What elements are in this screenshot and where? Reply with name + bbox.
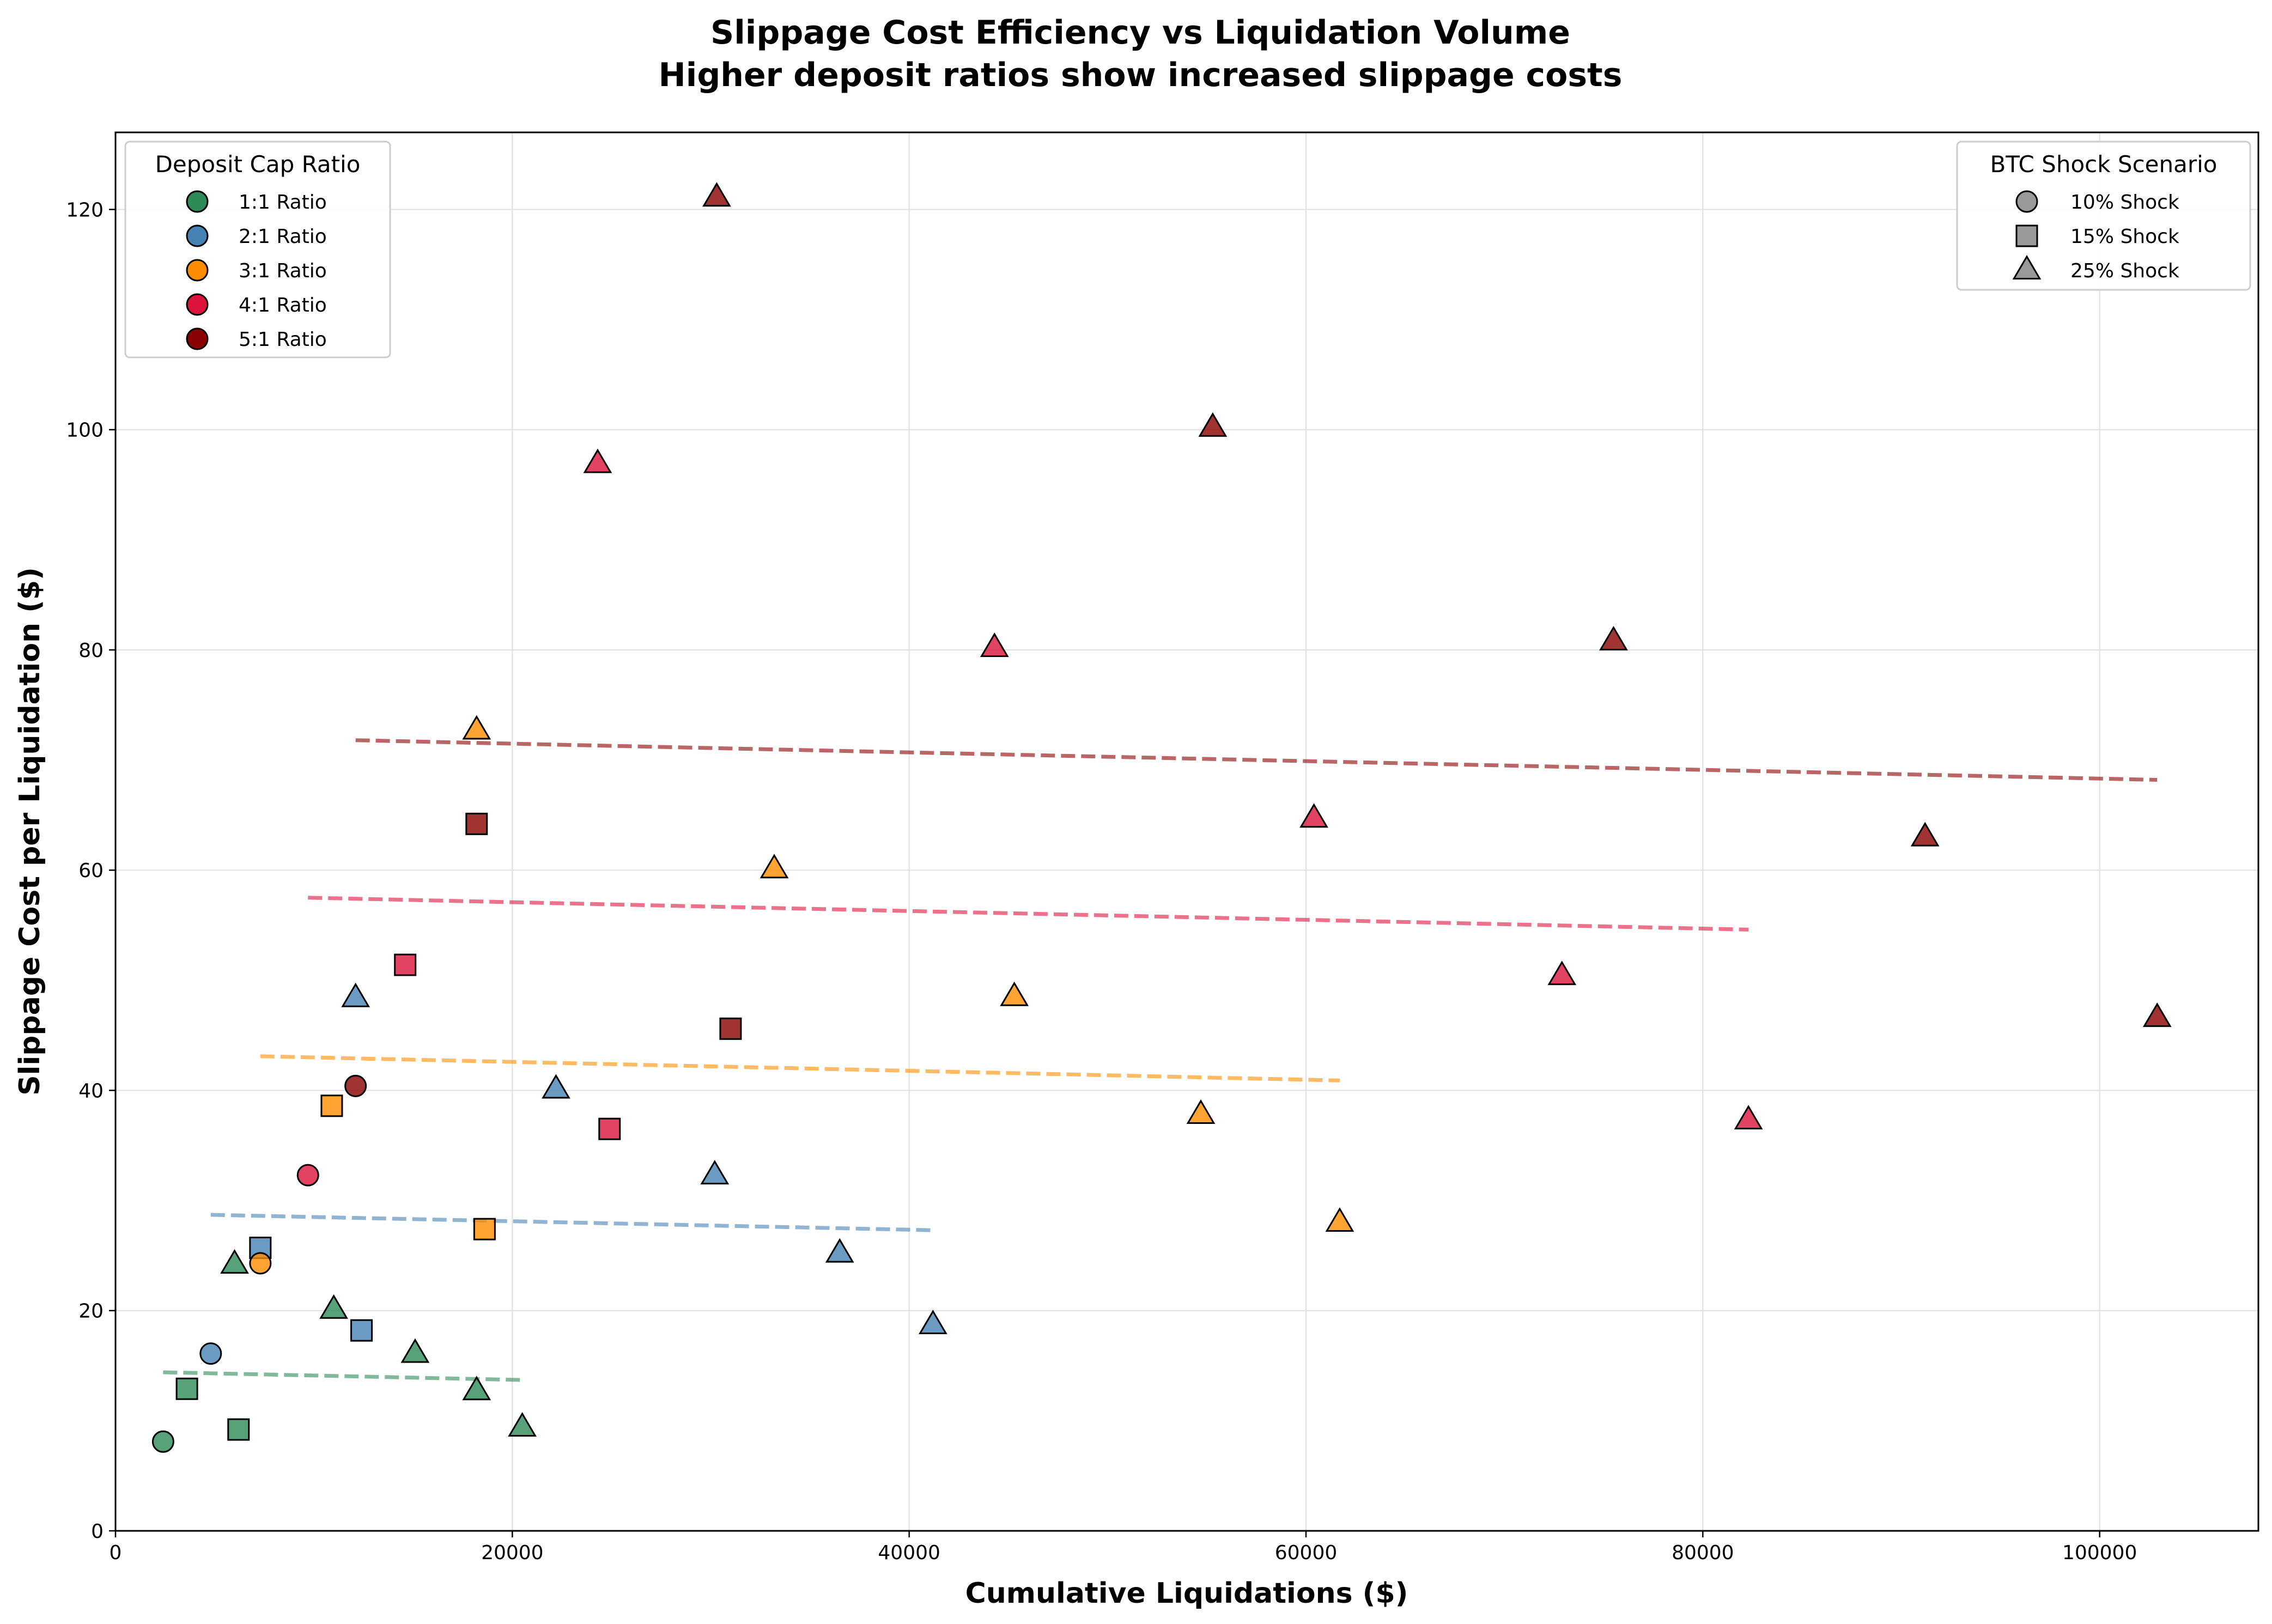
data-point [227, 1418, 250, 1441]
data-point [1198, 412, 1228, 437]
data-point [320, 1094, 343, 1117]
data-point [350, 1319, 373, 1342]
data-point [1734, 1105, 1763, 1130]
data-point [296, 1164, 319, 1187]
y-tick-label: 40 [78, 1080, 104, 1102]
data-point [1325, 1207, 1354, 1232]
x-tick-label: 100000 [2062, 1542, 2137, 1564]
trend-lines [163, 738, 2158, 1382]
data-point [583, 448, 612, 473]
data-point [700, 1160, 730, 1185]
trend-line [308, 896, 1749, 932]
data-point [508, 1412, 537, 1437]
legend-label: 3:1 Ratio [239, 260, 327, 282]
legend-box [1956, 141, 2251, 291]
legend-marker-swatch [2015, 190, 2038, 213]
data-point [249, 1252, 272, 1275]
data-point [199, 1342, 222, 1365]
data-point [341, 982, 370, 1007]
legend-swatch [186, 293, 209, 316]
x-tick-label: 60000 [1275, 1542, 1338, 1564]
data-point [220, 1249, 249, 1274]
x-tick-label: 0 [110, 1542, 122, 1564]
data-point [319, 1294, 348, 1319]
legend-swatch [186, 224, 209, 247]
data-point [462, 715, 491, 740]
data-point [825, 1238, 854, 1263]
y-tick-label: 20 [78, 1300, 104, 1323]
legend-label: 5:1 Ratio [239, 329, 327, 351]
chart-subtitle: Higher deposit ratios show increased sli… [659, 56, 1623, 94]
data-point [465, 812, 488, 835]
legend-label: 25% Shock [2070, 260, 2179, 282]
data-point [151, 1430, 174, 1453]
data-point [702, 182, 731, 207]
x-tick-label: 40000 [878, 1542, 940, 1564]
data-point [2142, 1002, 2172, 1027]
x-tick-label: 20000 [481, 1542, 544, 1564]
data-point [394, 953, 417, 976]
data-point [1186, 1099, 1216, 1124]
data-point [980, 632, 1009, 657]
trend-line [260, 1054, 1340, 1082]
data-point [918, 1310, 947, 1335]
data-point [760, 854, 789, 879]
data-point [400, 1338, 430, 1363]
legend-label: 15% Shock [2070, 226, 2179, 248]
legend-swatch [186, 259, 209, 282]
data-point [473, 1218, 496, 1240]
chart-title: Slippage Cost Efficiency vs Liquidation … [710, 14, 1570, 52]
data-point [1910, 822, 1940, 847]
legend-label: 1:1 Ratio [239, 191, 327, 214]
data-point [1000, 981, 1029, 1006]
data-points [151, 182, 2172, 1453]
legend-marker-swatch [2015, 224, 2038, 247]
data-point [1299, 803, 1328, 828]
legend-btc-shock-scenario: BTC Shock Scenario 10% Shock 15% Shock 25% … [1956, 141, 2251, 291]
legend-swatch [186, 190, 209, 213]
grid [115, 132, 2258, 1531]
axis-ticks: 0 20000 40000 60000 80000 100000 0 20 40 60 80 100 1… [66, 199, 2137, 1564]
legend-marker-swatch [2012, 255, 2042, 279]
y-tick-label: 0 [91, 1520, 104, 1543]
x-tick-label: 80000 [1672, 1542, 1734, 1564]
y-tick-label: 120 [66, 199, 104, 221]
y-tick-label: 100 [66, 419, 104, 442]
data-point [1547, 960, 1577, 986]
legend-title: BTC Shock Scenario [1990, 151, 2217, 178]
data-point [542, 1074, 570, 1099]
plot-frame [114, 131, 2259, 1532]
data-point [175, 1377, 198, 1400]
data-point [1599, 625, 1628, 650]
y-axis-label: Slippage Cost per Liquidation ($) [14, 567, 46, 1096]
data-point [462, 1376, 491, 1401]
legend-label: 10% Shock [2070, 191, 2179, 214]
legend-label: 2:1 Ratio [239, 226, 327, 248]
data-point [598, 1117, 621, 1140]
data-point [344, 1074, 367, 1097]
y-tick-label: 80 [78, 640, 104, 662]
x-axis-label: Cumulative Liquidations ($) [965, 1577, 1408, 1610]
legend-label: 4:1 Ratio [239, 294, 327, 317]
trend-line [355, 738, 2158, 782]
y-tick-label: 60 [78, 860, 104, 882]
data-point [719, 1017, 742, 1040]
legend-deposit-cap-ratio: Deposit Cap Ratio 1:1 Ratio 2:1 Ratio 3:1 R… [124, 141, 391, 358]
legend-title: Deposit Cap Ratio [155, 151, 361, 178]
legend-swatch [186, 327, 209, 350]
